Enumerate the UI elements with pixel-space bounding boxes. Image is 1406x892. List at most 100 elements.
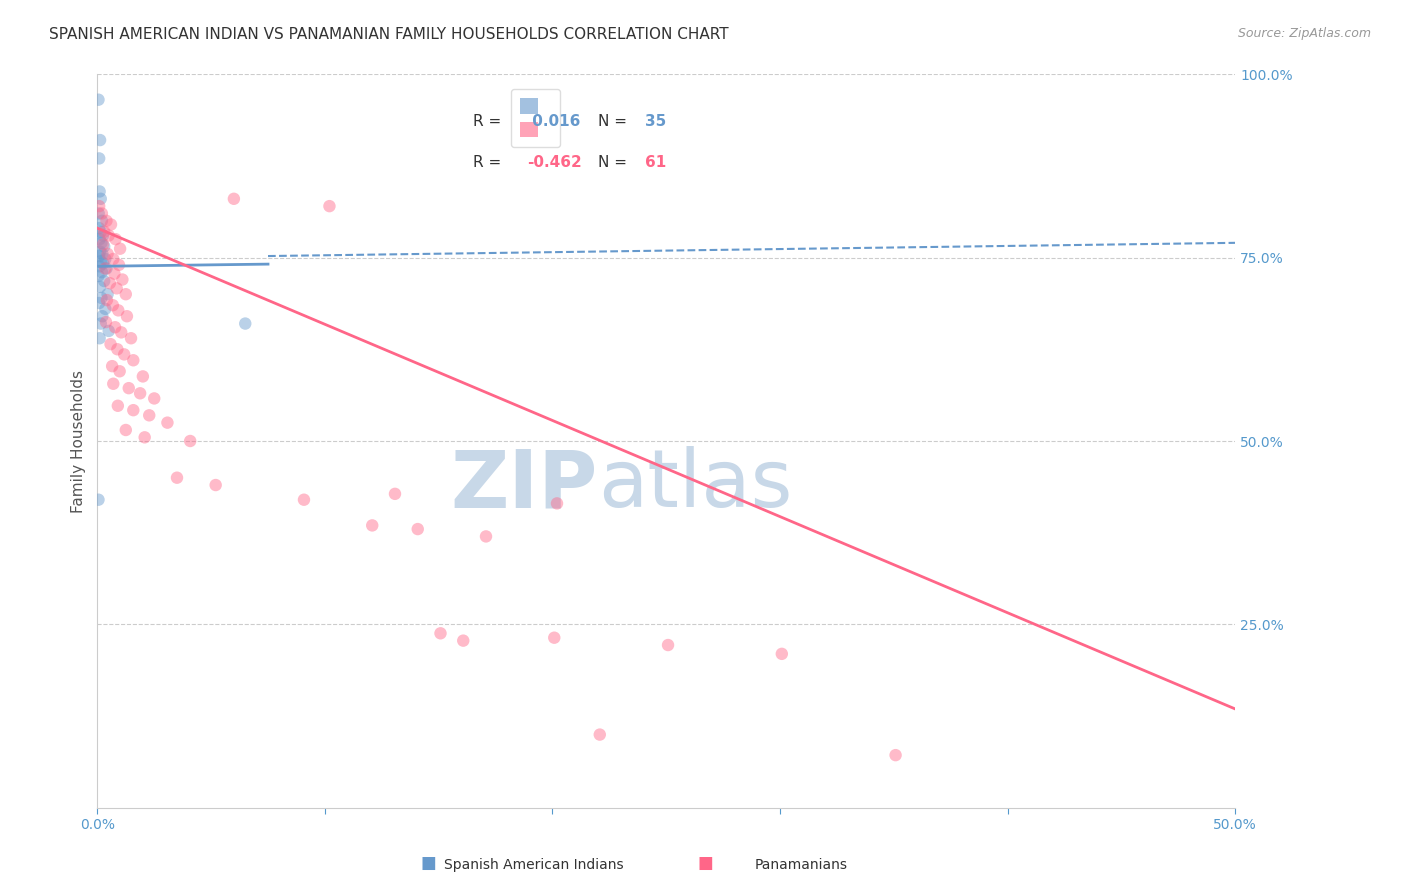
Point <box>96 261 118 276</box>
Point <box>318 199 340 213</box>
Text: 35: 35 <box>644 114 666 129</box>
Point <box>90 206 112 220</box>
Point <box>100 337 122 351</box>
Point <box>204 478 226 492</box>
Point <box>93 239 115 253</box>
Point <box>91 310 114 324</box>
Point <box>90 235 112 250</box>
Point <box>115 310 138 324</box>
Text: -0.462: -0.462 <box>527 154 582 169</box>
Text: N =: N = <box>598 154 631 169</box>
Point <box>475 529 498 543</box>
Point <box>90 192 112 206</box>
Text: SPANISH AMERICAN INDIAN VS PANAMANIAN FAMILY HOUSEHOLDS CORRELATION CHART: SPANISH AMERICAN INDIAN VS PANAMANIAN FA… <box>49 27 728 42</box>
Point <box>89 199 111 213</box>
Point <box>87 492 110 507</box>
Point <box>105 281 128 295</box>
Point <box>89 296 111 310</box>
Point <box>89 221 111 235</box>
Point <box>233 317 256 331</box>
Point <box>93 274 115 288</box>
Point <box>94 252 117 266</box>
Point <box>138 409 160 423</box>
Point <box>89 280 111 294</box>
Text: Panamanians: Panamanians <box>755 858 848 872</box>
Point <box>546 496 568 510</box>
Point <box>110 326 132 340</box>
Point <box>100 218 122 232</box>
Point <box>96 214 118 228</box>
Text: 0.016: 0.016 <box>527 114 581 129</box>
Point <box>89 152 111 166</box>
Point <box>406 522 429 536</box>
Point <box>90 214 112 228</box>
Text: atlas: atlas <box>598 446 793 524</box>
Text: N =: N = <box>598 114 631 129</box>
Point <box>108 364 131 378</box>
Point <box>93 225 115 239</box>
Point <box>179 434 201 448</box>
Text: Source: ZipAtlas.com: Source: ZipAtlas.com <box>1237 27 1371 40</box>
Point <box>122 353 145 368</box>
Point <box>120 331 142 345</box>
Point <box>105 343 128 357</box>
Text: ZIP: ZIP <box>451 446 598 524</box>
Point <box>94 301 117 316</box>
Point <box>543 631 565 645</box>
Point <box>90 225 112 239</box>
Point <box>90 317 112 331</box>
Point <box>166 471 188 485</box>
Text: ■: ■ <box>697 855 714 872</box>
Point <box>107 303 129 318</box>
Point <box>111 272 134 286</box>
Text: ■: ■ <box>420 855 437 872</box>
Point <box>89 133 111 147</box>
Point <box>112 347 135 361</box>
Point <box>91 256 114 270</box>
Point <box>89 244 111 259</box>
Point <box>101 298 124 312</box>
Point <box>589 728 612 742</box>
Point <box>97 287 120 301</box>
Point <box>89 260 111 274</box>
Point <box>451 633 474 648</box>
Point <box>429 626 451 640</box>
Point <box>97 324 120 338</box>
Text: Spanish American Indians: Spanish American Indians <box>444 858 624 872</box>
Point <box>101 359 124 373</box>
Point <box>361 518 384 533</box>
Point <box>156 416 179 430</box>
Point <box>87 268 110 283</box>
Point <box>108 242 131 256</box>
Point <box>129 386 152 401</box>
Point <box>143 392 166 406</box>
Point <box>91 247 114 261</box>
Text: R =: R = <box>472 154 506 169</box>
Point <box>87 206 110 220</box>
Point <box>90 265 112 279</box>
Point <box>89 249 111 263</box>
Point <box>103 252 125 266</box>
Point <box>94 261 117 276</box>
Point <box>114 423 136 437</box>
Point <box>107 399 129 413</box>
Point <box>90 254 112 268</box>
Point <box>90 291 112 305</box>
Point <box>132 369 155 384</box>
Point <box>97 247 120 261</box>
Point <box>87 93 110 107</box>
Point <box>884 748 907 763</box>
Point <box>104 232 127 246</box>
Point <box>134 430 156 444</box>
Point <box>89 185 111 199</box>
Point <box>118 381 141 395</box>
Point <box>222 192 245 206</box>
Point <box>103 376 125 391</box>
Point <box>384 487 406 501</box>
Point <box>122 403 145 417</box>
Point <box>292 492 315 507</box>
Point <box>94 315 117 329</box>
Text: 61: 61 <box>644 154 666 169</box>
Point <box>104 320 127 334</box>
Point <box>657 638 679 652</box>
